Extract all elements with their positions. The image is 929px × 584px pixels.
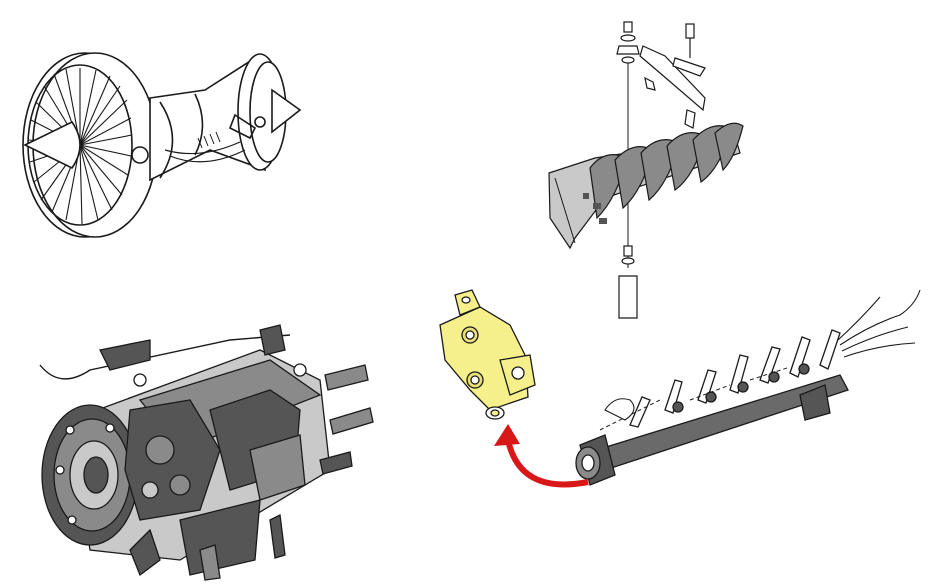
callout-arrow [480, 420, 590, 500]
turbofan-engine-illustration [10, 10, 302, 255]
fuel-control-unit-icon [39, 324, 374, 581]
fuel-control-unit-illustration [30, 320, 375, 581]
highlighted-actuator-icon [439, 289, 536, 420]
stator-vane-assembly-illustration [535, 18, 745, 328]
actuator-shaft-icon [439, 289, 921, 486]
actuator-shaft-illustration [430, 285, 925, 495]
turbofan-engine-icon [22, 52, 302, 238]
stator-vane-assembly-icon [548, 21, 744, 319]
curved-arrow-icon [494, 424, 589, 488]
